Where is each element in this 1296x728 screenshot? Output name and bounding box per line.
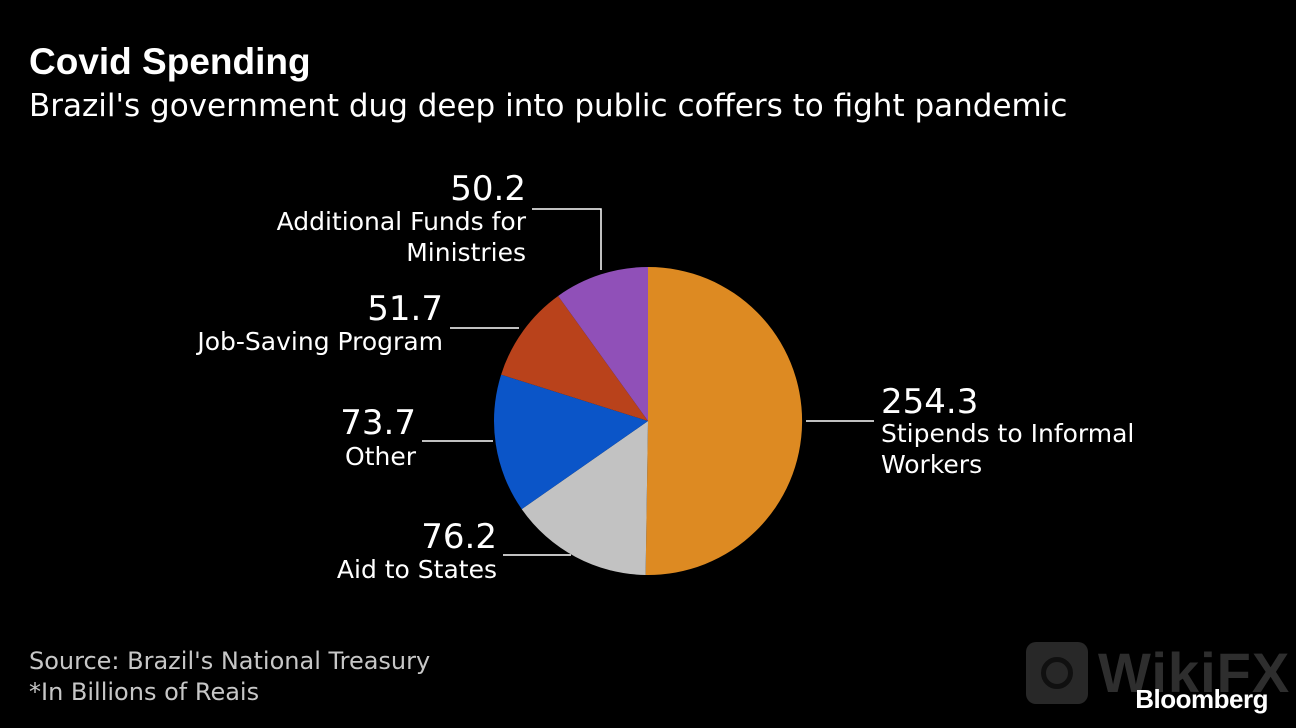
watermark-text: WikiFX [1098,641,1291,704]
chart-title: Covid Spending [29,41,311,82]
value-label-stipends-to-informal-workers: 254.3 [881,382,978,422]
bloomberg-logo: Bloomberg [1135,684,1268,714]
pie-slice-additional-funds-for-ministries [558,267,648,421]
category-label-stipends-to-informal-workers: Workers [881,450,982,479]
wikifx-watermark: WikiFX [1026,640,1290,705]
category-label-other: Other [345,442,417,471]
wikifx-logo-icon [1026,641,1088,704]
pie-slice-aid-to-states [521,421,648,575]
leader-line-additional-funds-for-ministries [532,208,602,270]
category-label-aid-to-states: Aid to States [337,555,497,584]
category-label-additional-funds-for-ministries: Ministries [406,238,526,267]
source-note: Source: Brazil's National Treasury [29,647,431,675]
category-label-additional-funds-for-ministries: Additional Funds for [277,207,527,236]
pie-slice-stipends-to-informal-workers [645,266,803,575]
value-label-job-saving-program: 51.7 [367,289,443,329]
value-label-additional-funds-for-ministries: 50.2 [450,169,526,209]
category-label-job-saving-program: Job-Saving Program [195,327,443,356]
value-label-aid-to-states: 76.2 [421,517,497,557]
category-label-stipends-to-informal-workers: Stipends to Informal [881,419,1134,448]
chart-footer: Source: Brazil's National Treasury *In B… [29,646,430,708]
unit-note: *In Billions of Reais [29,678,260,706]
pie-slice-job-saving-program [501,295,648,421]
chart-subtitle: Brazil's government dug deep into public… [29,88,1068,124]
value-label-other: 73.7 [340,403,416,443]
pie-slice-other [493,374,648,510]
